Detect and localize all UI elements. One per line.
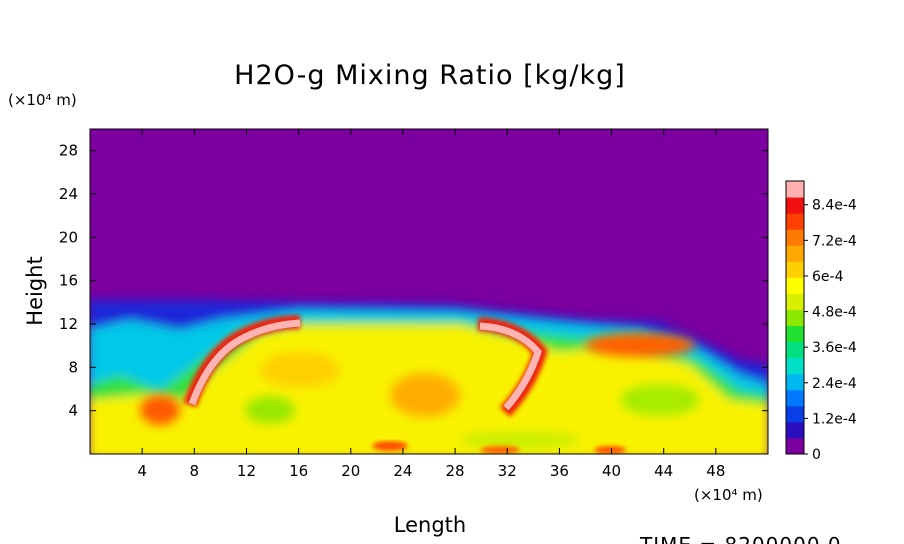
colorbar-swatch bbox=[786, 293, 804, 310]
colorbar-swatch bbox=[786, 245, 804, 262]
x-axis-title: Length bbox=[394, 513, 466, 537]
y-axis-title: Height bbox=[23, 256, 47, 325]
y-tick-label: 12 bbox=[59, 315, 78, 333]
surface-spot bbox=[594, 446, 626, 454]
surface-spot bbox=[372, 441, 408, 451]
colorbar-frame bbox=[785, 180, 805, 455]
x-tick-label: 24 bbox=[393, 462, 412, 480]
x-tick-label: 32 bbox=[498, 462, 517, 480]
x-tick-label: 36 bbox=[550, 462, 569, 480]
colorbar-label: 6e-4 bbox=[812, 269, 844, 285]
y-tick-label: 24 bbox=[59, 185, 78, 203]
colorbar-label: 1.2e-4 bbox=[812, 411, 857, 427]
colorbar-swatch bbox=[786, 421, 804, 439]
colorbar-label: 4.8e-4 bbox=[812, 305, 857, 321]
colorbar-label: 3.6e-4 bbox=[812, 340, 857, 356]
y-tick-label: 20 bbox=[59, 228, 78, 246]
x-tick-label: 12 bbox=[237, 462, 256, 480]
colorbar-swatch bbox=[786, 213, 804, 230]
colorbar-swatch bbox=[786, 389, 804, 407]
surface-spot bbox=[480, 446, 520, 454]
x-tick-label: 8 bbox=[190, 462, 200, 480]
colorbar-label: 7.2e-4 bbox=[812, 233, 857, 249]
colorbar-swatch bbox=[786, 261, 804, 278]
y-tick-label: 4 bbox=[68, 402, 78, 420]
colorbar-swatch bbox=[786, 357, 804, 375]
y-tick-label: 8 bbox=[68, 358, 78, 376]
colorbar-swatch bbox=[786, 309, 804, 327]
x-axis-unit: (×10⁴ m) bbox=[694, 486, 763, 504]
colorbar: 0 1.2e-4 2.4e-4 3.6e-4 4.8e-4 6e-4 7.2e-4 8.4e-… bbox=[785, 180, 857, 463]
colorbar-swatch bbox=[786, 341, 804, 359]
time-label: TIME = 8200000.0 bbox=[639, 533, 842, 544]
x-tick-label: 20 bbox=[341, 462, 360, 480]
orange-pocket bbox=[260, 352, 340, 388]
colorbar-swatch bbox=[786, 437, 804, 455]
y-tick-label: 28 bbox=[59, 142, 78, 160]
green-pocket bbox=[620, 384, 700, 416]
chart-title: H2O-g Mixing Ratio [kg/kg] bbox=[234, 60, 626, 91]
colorbar-swatch bbox=[786, 181, 804, 198]
colorbar-label: 2.4e-4 bbox=[812, 376, 857, 392]
colorbar-swatch bbox=[786, 405, 804, 423]
right-arc-pink bbox=[479, 322, 542, 411]
y-tick-label: 16 bbox=[59, 272, 78, 290]
colorbar-swatch bbox=[786, 229, 804, 246]
x-tick-label: 28 bbox=[446, 462, 465, 480]
x-tick-label: 16 bbox=[289, 462, 308, 480]
x-tick-label: 44 bbox=[654, 462, 673, 480]
left-arc-pink bbox=[188, 319, 301, 406]
x-tick-label: 4 bbox=[137, 462, 147, 480]
green-pocket bbox=[460, 432, 580, 448]
heatmap-field bbox=[90, 129, 768, 454]
colorbar-swatch bbox=[786, 325, 804, 343]
colorbar-label: 0 bbox=[812, 447, 821, 463]
orange-pocket bbox=[585, 333, 695, 357]
y-axis-ticks: 4 8 12 16 20 24 28 bbox=[59, 142, 768, 420]
x-tick-label: 40 bbox=[602, 462, 621, 480]
colorbar-label: 8.4e-4 bbox=[812, 198, 857, 214]
orange-pocket bbox=[390, 373, 460, 417]
colorbar-swatch bbox=[786, 197, 804, 214]
green-pocket bbox=[245, 396, 295, 424]
colorbar-swatch bbox=[786, 277, 804, 294]
x-tick-label: 48 bbox=[706, 462, 725, 480]
y-axis-unit: (×10⁴ m) bbox=[8, 91, 77, 109]
plot-frame bbox=[89, 128, 769, 455]
x-axis-ticks: 4 8 12 16 20 24 28 32 36 40 44 48 bbox=[137, 129, 725, 480]
orange-pocket bbox=[140, 395, 180, 425]
colorbar-swatch bbox=[786, 373, 804, 391]
